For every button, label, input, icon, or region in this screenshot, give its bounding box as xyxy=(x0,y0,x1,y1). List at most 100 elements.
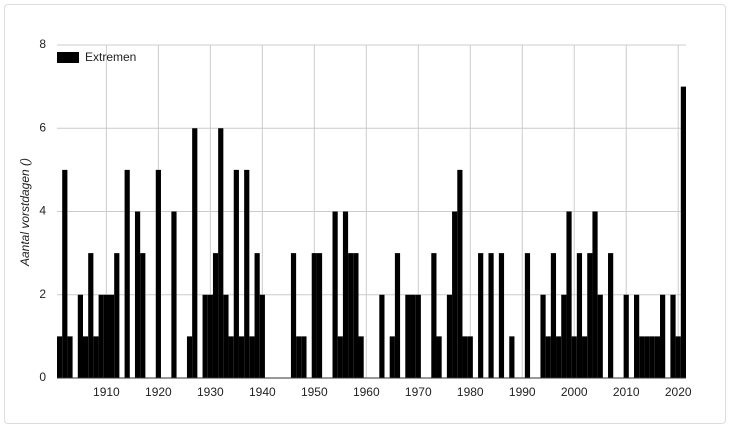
bar xyxy=(592,211,598,378)
bar xyxy=(571,336,577,378)
x-tick-label: 1920 xyxy=(145,385,172,399)
x-tick-label: 1970 xyxy=(405,385,432,399)
bar xyxy=(67,336,73,378)
bar xyxy=(415,294,421,378)
bar xyxy=(597,294,603,378)
bar xyxy=(561,294,567,378)
bar xyxy=(82,336,89,378)
bar xyxy=(77,294,83,378)
bar xyxy=(301,336,307,378)
bar xyxy=(332,211,338,378)
x-tick-label: 1950 xyxy=(301,385,328,399)
x-tick-label: 1960 xyxy=(353,385,380,399)
bar xyxy=(639,336,645,378)
bar xyxy=(524,253,531,378)
bar xyxy=(98,294,104,378)
bar xyxy=(155,169,161,378)
bar xyxy=(670,294,676,378)
bar xyxy=(311,253,317,378)
bar xyxy=(462,336,468,378)
bar xyxy=(587,253,593,378)
y-axis-label: Aantal vorstdagen () xyxy=(18,158,32,267)
bar xyxy=(436,336,442,378)
bar xyxy=(540,294,546,378)
bar xyxy=(108,294,115,378)
x-tick-label: 1940 xyxy=(249,385,276,399)
bar xyxy=(644,336,650,378)
bar xyxy=(379,294,385,378)
bar xyxy=(452,211,458,378)
bar xyxy=(124,169,130,378)
bar xyxy=(171,211,177,378)
x-tick-label: 1990 xyxy=(509,385,536,399)
bar xyxy=(582,336,588,378)
bar xyxy=(654,336,661,378)
y-tick-label: 4 xyxy=(39,204,46,218)
bar xyxy=(140,253,146,378)
x-tick-label: 1930 xyxy=(197,385,224,399)
bar xyxy=(675,336,681,378)
bar xyxy=(550,253,557,378)
bar xyxy=(556,336,562,378)
y-tick-label: 0 xyxy=(39,370,46,384)
x-tick-label: 2010 xyxy=(613,385,640,399)
bar xyxy=(488,253,494,378)
bar xyxy=(134,211,141,378)
bar xyxy=(290,253,297,378)
bar xyxy=(545,336,551,378)
x-tick-label: 1980 xyxy=(457,385,484,399)
bar xyxy=(62,169,68,378)
bar xyxy=(114,253,120,378)
bar xyxy=(410,294,416,378)
y-tick-label: 8 xyxy=(39,37,46,51)
bar xyxy=(202,294,208,378)
bar xyxy=(566,211,572,378)
bar xyxy=(576,253,583,378)
bar xyxy=(337,336,343,378)
bar xyxy=(296,336,302,378)
bar xyxy=(348,253,354,378)
bar xyxy=(93,336,99,378)
bar xyxy=(623,294,629,378)
bar xyxy=(649,336,655,378)
bar xyxy=(244,169,250,378)
bar xyxy=(254,253,260,378)
bar xyxy=(228,336,234,378)
y-tick-label: 2 xyxy=(39,287,46,301)
bar xyxy=(186,336,193,378)
bar xyxy=(608,253,614,378)
x-tick-label: 2020 xyxy=(665,385,692,399)
bar xyxy=(207,294,213,378)
x-tick-label: 2000 xyxy=(561,385,588,399)
bar xyxy=(233,169,239,378)
bar xyxy=(353,253,359,378)
bar xyxy=(223,294,229,378)
bar xyxy=(467,336,473,378)
bar xyxy=(103,294,109,378)
bar xyxy=(660,294,666,378)
bar xyxy=(457,169,463,378)
bar xyxy=(238,336,245,378)
bar xyxy=(316,253,323,378)
bar xyxy=(446,294,453,378)
bar xyxy=(509,336,515,378)
legend-label: Extremen xyxy=(85,50,136,64)
x-tick-label: 1910 xyxy=(93,385,120,399)
bar xyxy=(358,336,364,378)
bar xyxy=(498,253,505,378)
bar xyxy=(218,128,224,378)
chart-card xyxy=(4,4,726,424)
legend-swatch xyxy=(57,52,79,63)
bar xyxy=(394,253,401,378)
bar xyxy=(249,336,255,378)
bar xyxy=(57,336,63,378)
bar xyxy=(259,294,265,378)
bar xyxy=(634,294,640,378)
bar xyxy=(212,253,219,378)
bar xyxy=(88,253,94,378)
bar xyxy=(405,294,411,378)
bar xyxy=(389,336,395,378)
bar xyxy=(342,211,349,378)
bar xyxy=(431,253,437,378)
